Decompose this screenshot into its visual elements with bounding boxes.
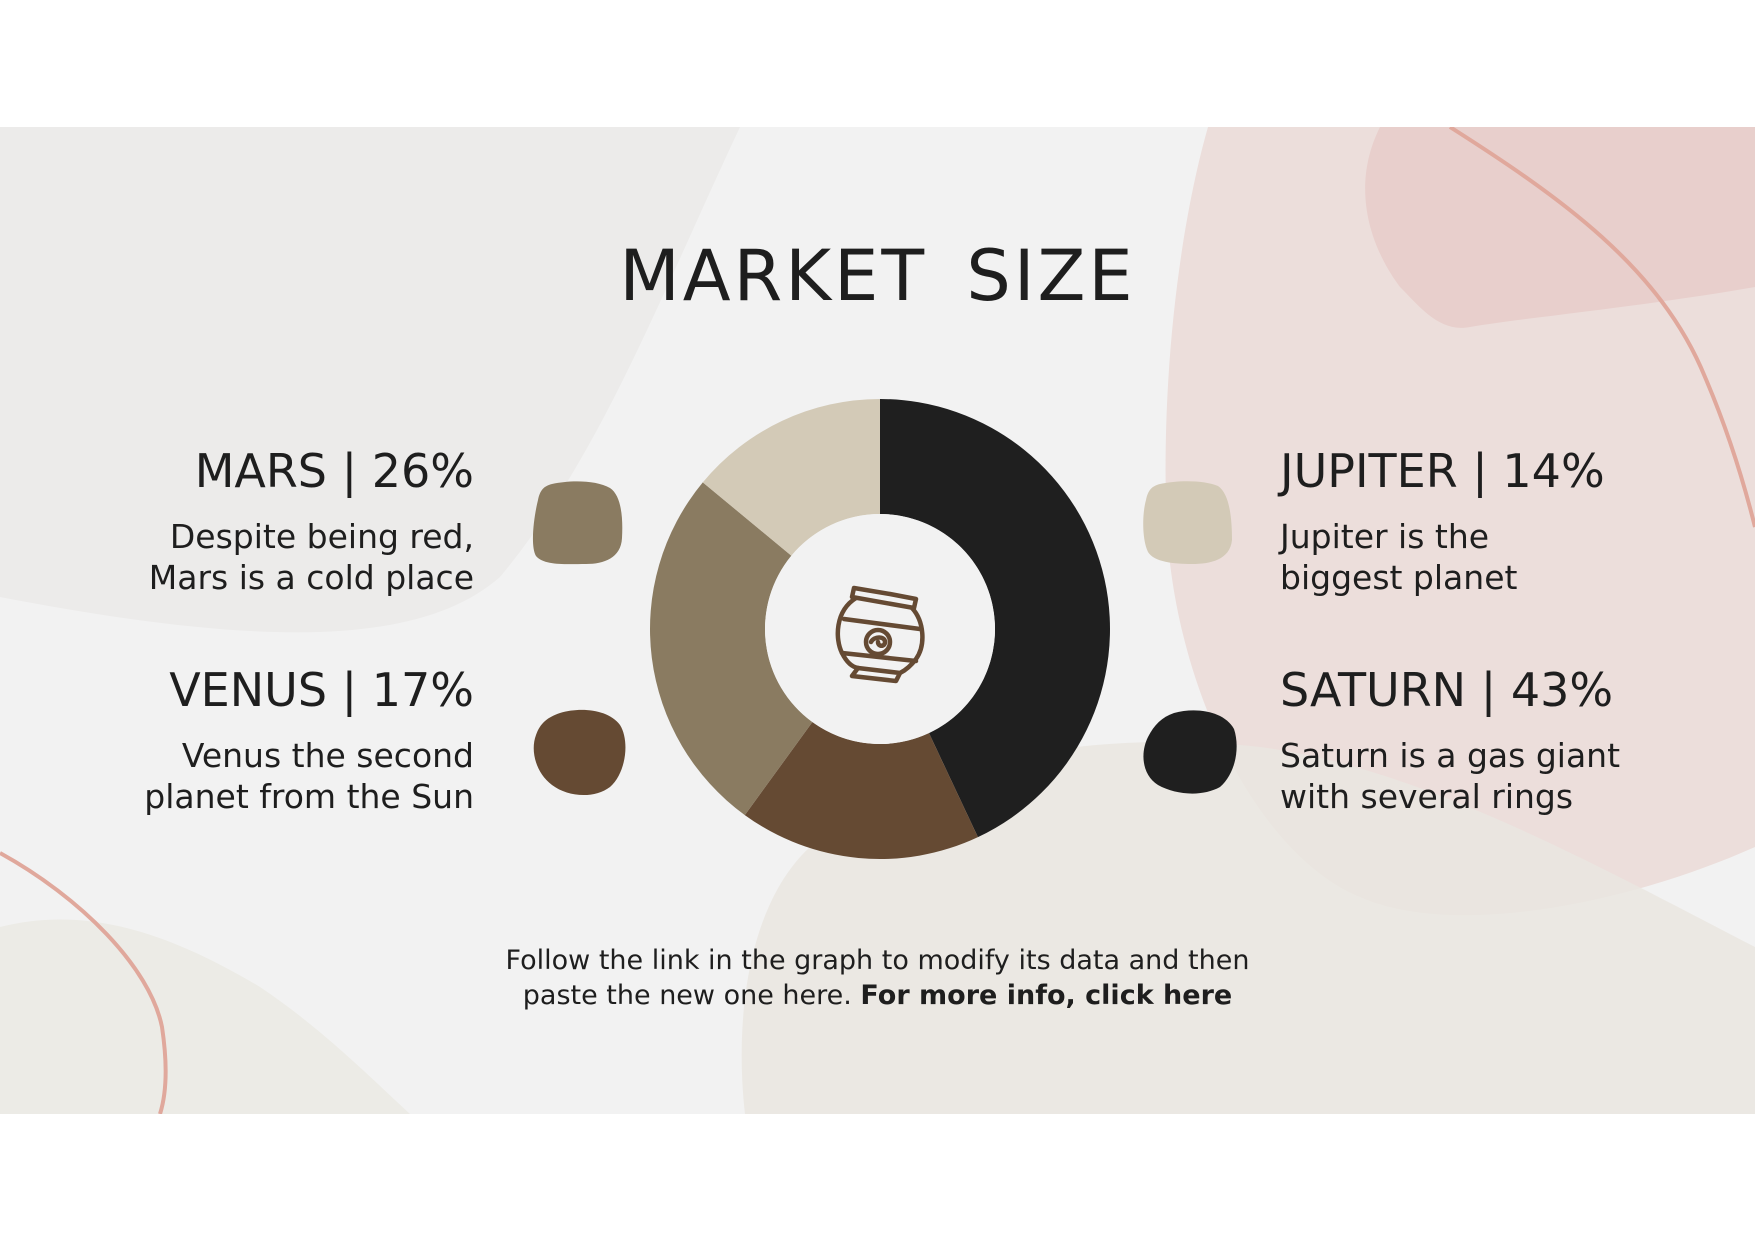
saturn-color-swatch bbox=[1143, 710, 1237, 794]
saturn-heading: SATURN | 43% bbox=[1280, 663, 1614, 717]
venus-description: Venus the second planet from the Sun bbox=[144, 735, 474, 817]
bg-shape-right bbox=[1165, 127, 1755, 916]
slide: MARKET SIZE MARS | 26% Despite being red… bbox=[0, 127, 1755, 1114]
venus-desc-line1: Venus the second bbox=[181, 736, 474, 775]
mars-desc-line1: Despite being red, bbox=[169, 517, 474, 556]
donut-slice-venus[interactable] bbox=[744, 722, 978, 859]
bg-shape-bottom-left bbox=[0, 919, 410, 1114]
slide-title: MARKET SIZE bbox=[619, 235, 1136, 317]
jupiter-desc-line1: Jupiter is the bbox=[1280, 517, 1490, 556]
donut-chart[interactable] bbox=[640, 389, 1120, 869]
donut-slice-jupiter[interactable] bbox=[702, 399, 880, 556]
jupiter-color-swatch bbox=[1143, 481, 1232, 564]
more-info-link[interactable]: For more info, click here bbox=[860, 980, 1233, 1011]
footer-line2: paste the new one here. For more info, c… bbox=[0, 978, 1755, 1013]
bg-shape-bottom-right bbox=[741, 741, 1755, 1114]
footer-line1: Follow the link in the graph to modify i… bbox=[505, 945, 1250, 976]
footer-line2-text: paste the new one here. bbox=[522, 980, 852, 1011]
background-shapes bbox=[0, 127, 1755, 1114]
bg-line-right bbox=[1448, 127, 1755, 528]
donut-slices bbox=[650, 399, 1110, 859]
mars-description: Despite being red, Mars is a cold place bbox=[149, 516, 474, 598]
footer-note: Follow the link in the graph to modify i… bbox=[0, 943, 1755, 1013]
jupiter-description: Jupiter is the biggest planet bbox=[1280, 516, 1517, 598]
donut-slice-mars[interactable] bbox=[650, 482, 813, 816]
venus-color-swatch bbox=[533, 709, 626, 796]
mars-desc-line2: Mars is a cold place bbox=[148, 558, 474, 597]
bg-shape-right-pink bbox=[1365, 127, 1755, 328]
bg-shape-left bbox=[0, 127, 740, 633]
jupiter-heading: JUPITER | 14% bbox=[1280, 444, 1605, 498]
donut-slice-saturn[interactable] bbox=[880, 399, 1110, 838]
bg-line-left bbox=[0, 851, 168, 1114]
vase-icon bbox=[835, 585, 925, 684]
jupiter-desc-line2: biggest planet bbox=[1280, 558, 1518, 597]
saturn-description: Saturn is a gas giant with several rings bbox=[1280, 735, 1620, 817]
saturn-desc-line1: Saturn is a gas giant bbox=[1280, 736, 1621, 775]
venus-desc-line2: planet from the Sun bbox=[144, 777, 474, 816]
saturn-desc-line2: with several rings bbox=[1280, 777, 1574, 816]
venus-heading: VENUS | 17% bbox=[169, 663, 474, 717]
mars-heading: MARS | 26% bbox=[194, 444, 474, 498]
mars-color-swatch bbox=[532, 481, 623, 565]
